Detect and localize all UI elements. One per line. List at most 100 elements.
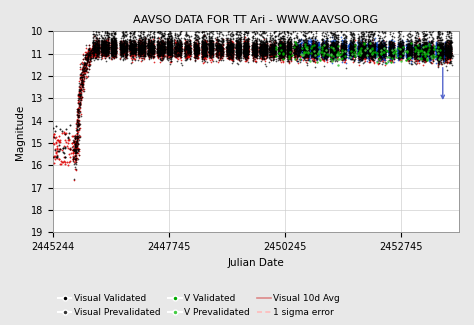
Point xyxy=(346,31,354,36)
Point xyxy=(338,43,346,48)
Point xyxy=(422,51,429,57)
Point xyxy=(318,46,325,51)
Point xyxy=(250,45,258,50)
Point xyxy=(436,49,443,54)
Point xyxy=(342,38,349,43)
Point xyxy=(261,47,269,53)
Point xyxy=(428,50,435,55)
Point xyxy=(330,52,338,58)
Point xyxy=(442,41,449,46)
Point xyxy=(116,53,124,58)
Point xyxy=(69,150,77,156)
Point xyxy=(90,29,97,34)
Point xyxy=(194,48,202,54)
Point xyxy=(108,42,115,47)
Point xyxy=(174,53,182,58)
Point xyxy=(435,43,443,48)
Point xyxy=(250,49,258,55)
Point xyxy=(268,54,276,59)
Point xyxy=(428,27,435,32)
Point xyxy=(123,43,131,48)
Point xyxy=(357,47,365,52)
Point xyxy=(308,44,316,49)
Point xyxy=(347,47,355,52)
Point xyxy=(223,48,230,54)
Point xyxy=(416,50,423,56)
Point xyxy=(130,46,138,51)
Point xyxy=(218,46,225,51)
Point xyxy=(173,45,180,50)
Point xyxy=(137,51,145,57)
Point xyxy=(200,33,208,39)
Point xyxy=(158,45,165,50)
Point xyxy=(356,49,364,55)
Point xyxy=(368,42,375,47)
Point xyxy=(390,49,398,55)
Point xyxy=(190,44,198,49)
Point xyxy=(95,48,102,54)
Point xyxy=(192,46,200,52)
Point xyxy=(110,37,118,42)
Point xyxy=(281,48,288,53)
Point xyxy=(310,48,318,54)
Point xyxy=(74,109,82,114)
Point xyxy=(193,49,201,54)
Point xyxy=(319,50,327,55)
Point xyxy=(398,54,406,59)
Point xyxy=(217,42,224,47)
Point xyxy=(416,44,423,49)
Point xyxy=(403,55,410,60)
Point xyxy=(140,49,148,54)
Point xyxy=(441,42,448,47)
Point xyxy=(108,41,116,46)
Point xyxy=(128,48,136,54)
Point xyxy=(348,48,356,54)
Point xyxy=(131,50,139,56)
Point xyxy=(312,39,320,44)
Point xyxy=(284,49,292,54)
Point xyxy=(423,57,431,62)
Point xyxy=(321,50,328,55)
Point xyxy=(70,159,77,164)
Point xyxy=(367,51,375,57)
Point xyxy=(330,45,338,50)
Point xyxy=(414,48,422,53)
Point xyxy=(183,48,191,54)
Point xyxy=(274,46,282,51)
Point xyxy=(194,53,201,58)
Point xyxy=(388,42,395,47)
Point xyxy=(441,47,449,52)
Point xyxy=(428,40,436,46)
Point xyxy=(127,41,135,46)
Point xyxy=(369,43,377,48)
Point xyxy=(318,51,326,56)
Point xyxy=(192,45,200,50)
Point xyxy=(428,53,435,58)
Point xyxy=(234,48,242,53)
Point xyxy=(127,53,134,58)
Point xyxy=(436,35,444,40)
Point xyxy=(101,52,109,57)
Point xyxy=(118,49,126,55)
Point xyxy=(98,43,105,48)
Point xyxy=(241,44,248,49)
Point xyxy=(317,50,325,55)
Point xyxy=(50,141,57,147)
Point xyxy=(283,53,291,58)
Point xyxy=(199,35,206,40)
Point xyxy=(158,48,166,53)
Point xyxy=(428,56,435,61)
Point xyxy=(69,156,76,162)
Point xyxy=(249,30,256,35)
Point xyxy=(279,51,286,56)
Point xyxy=(308,49,315,55)
Point xyxy=(292,34,300,40)
Point xyxy=(397,51,405,56)
Point xyxy=(399,50,407,55)
Point xyxy=(420,42,428,47)
Point xyxy=(443,53,451,58)
Point xyxy=(237,42,244,47)
Point xyxy=(349,41,356,46)
Point xyxy=(390,54,398,59)
Point xyxy=(432,44,439,49)
